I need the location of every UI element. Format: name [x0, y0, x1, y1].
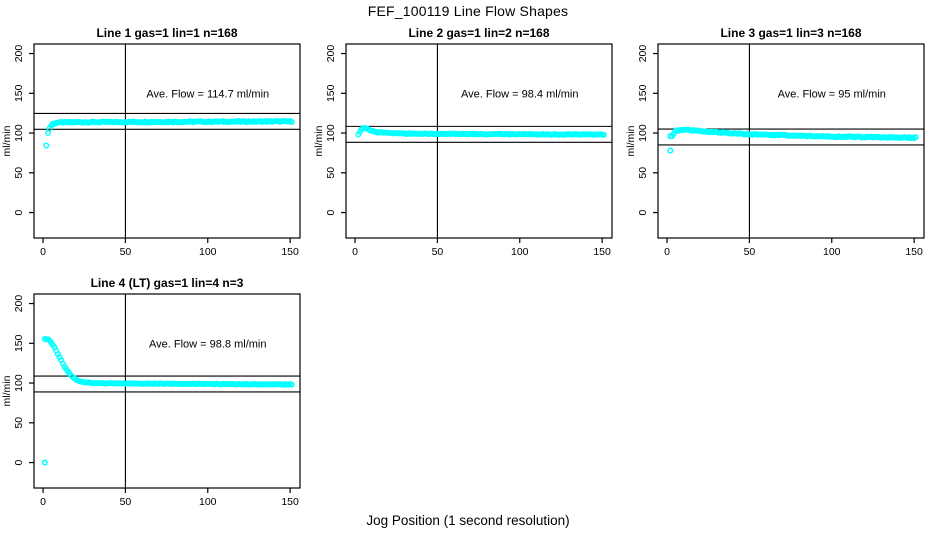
y-axis-label: ml/min [1, 375, 13, 406]
ave-flow-annotation: Ave. Flow = 98.4 ml/min [461, 88, 578, 100]
plot-box [33, 293, 301, 489]
y-tick-label: 100 [325, 124, 337, 142]
y-tick-label: 200 [637, 45, 649, 63]
y-tick-label: 200 [325, 45, 337, 63]
x-tick-label: 100 [511, 246, 529, 258]
y-axis-label: ml/min [313, 125, 325, 156]
panel-line-2: Line 2 gas=1 lin=2 n=168 0 50 100 150 0 50 100 1… [313, 26, 613, 258]
x-tick-label: 150 [281, 246, 299, 258]
outlier-point [667, 147, 674, 154]
ave-flow-annotation: Ave. Flow = 114.7 ml/min [146, 88, 269, 100]
y-tick-label: 200 [13, 295, 25, 313]
data-points [41, 336, 295, 466]
x-tick-label: 0 [664, 246, 670, 258]
panel-title: Line 2 gas=1 lin=2 n=168 [408, 26, 549, 40]
panel-title: Line 3 gas=1 lin=3 n=168 [720, 26, 861, 40]
y-tick-label: 50 [325, 167, 337, 179]
y-tick-label: 100 [637, 124, 649, 142]
x-tick-label: 150 [905, 246, 923, 258]
panel-title: Line 1 gas=1 lin=1 n=168 [96, 26, 237, 40]
data-points [355, 124, 607, 138]
plot-box [345, 43, 613, 239]
y-tick-label: 100 [13, 374, 25, 392]
plot-box [33, 43, 301, 239]
x-tick-label: 50 [744, 246, 756, 258]
x-tick-label: 0 [40, 496, 46, 508]
x-tick-label: 50 [120, 246, 132, 258]
x-tick-label: 0 [352, 246, 358, 258]
data-point [288, 118, 295, 125]
panel-line-3: Line 3 gas=1 lin=3 n=168 0 50 100 150 0 50 100 1… [625, 26, 925, 258]
x-tick-label: 100 [199, 496, 217, 508]
data-point [43, 142, 50, 149]
ave-flow-annotation: Ave. Flow = 95 ml/min [778, 88, 886, 100]
y-tick-label: 50 [13, 417, 25, 429]
panel-line-4: Line 4 (LT) gas=1 lin=4 n=3 0 50 100 150 0 50 1… [1, 276, 301, 508]
y-tick-label: 0 [637, 209, 649, 215]
figure-title: FEF_100119 Line Flow Shapes [367, 3, 569, 19]
x-tick-label: 50 [120, 496, 132, 508]
y-tick-label: 50 [637, 167, 649, 179]
x-tick-label: 100 [823, 246, 841, 258]
data-points [667, 126, 919, 154]
y-tick-label: 0 [13, 209, 25, 215]
y-tick-label: 50 [13, 167, 25, 179]
y-tick-label: 150 [13, 334, 25, 352]
ave-flow-annotation: Ave. Flow = 98.8 ml/min [149, 338, 266, 350]
y-axis-label: ml/min [625, 125, 637, 156]
x-tick-label: 50 [432, 246, 444, 258]
data-point [288, 381, 295, 388]
y-tick-label: 150 [325, 84, 337, 102]
outlier-point [41, 459, 48, 466]
y-axis-label: ml/min [1, 125, 13, 156]
y-tick-label: 200 [13, 45, 25, 63]
plot-box [657, 43, 925, 239]
data-point [912, 134, 919, 141]
y-tick-label: 0 [325, 209, 337, 215]
y-tick-label: 150 [637, 84, 649, 102]
x-axis-outer-label: Jog Position (1 second resolution) [366, 513, 570, 528]
x-tick-label: 0 [40, 246, 46, 258]
data-point [600, 131, 607, 138]
panel-line-1: Line 1 gas=1 lin=1 n=168 0 50 100 150 0 50 100 1… [1, 26, 301, 258]
x-tick-label: 150 [281, 496, 299, 508]
x-tick-label: 100 [199, 246, 217, 258]
y-tick-label: 150 [13, 84, 25, 102]
y-tick-label: 0 [13, 459, 25, 465]
panel-title: Line 4 (LT) gas=1 lin=4 n=3 [91, 276, 244, 290]
x-tick-label: 150 [593, 246, 611, 258]
y-tick-label: 100 [13, 124, 25, 142]
data-points [43, 117, 295, 149]
